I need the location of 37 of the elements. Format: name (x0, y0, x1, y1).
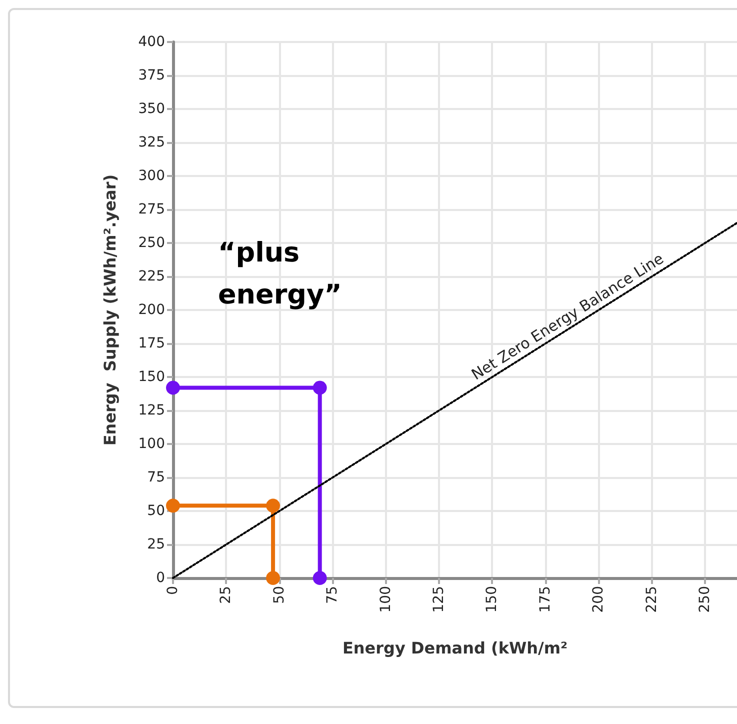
y-tick-label: 300 (138, 168, 165, 184)
x-tick-label: 200 (590, 586, 607, 613)
x-tick-label: 125 (431, 586, 448, 613)
point (266, 498, 280, 513)
point (166, 498, 180, 513)
y-tick-label: 375 (138, 68, 165, 84)
x-tick-label: 250 (697, 586, 714, 613)
y-tick-label: 275 (138, 202, 165, 218)
y-tick-label: 250 (138, 235, 165, 251)
point (166, 380, 180, 395)
y-tick-label: 400 (138, 34, 165, 50)
x-tick-label: 225 (644, 586, 660, 613)
x-tick-label: 0 (165, 586, 181, 595)
y-tick-label: 0 (156, 570, 165, 586)
x-tick-label: 100 (378, 586, 394, 613)
x-axis-title: Energy Demand (kWh/m² (342, 638, 568, 658)
y-tick-label: 75 (147, 470, 165, 486)
point (266, 571, 280, 585)
x-tick-label: 75 (324, 586, 341, 604)
y-tick-label: 225 (138, 268, 165, 284)
point (312, 571, 327, 585)
point (312, 380, 327, 395)
x-tick-label: 25 (218, 586, 234, 604)
y-tick-label: 125 (138, 402, 165, 418)
y-tick-label: 25 (147, 536, 165, 552)
y-tick-label: 50 (147, 503, 165, 519)
y-tick-label: 100 (138, 436, 165, 452)
x-tick-label: 50 (271, 586, 288, 604)
y-tick-label: 175 (138, 336, 165, 352)
y-tick-label: 200 (138, 302, 165, 318)
x-tick-label: 175 (537, 586, 554, 613)
x-tick-label: 150 (484, 586, 500, 613)
y-tick-label: 325 (138, 134, 165, 150)
y-tick-label: 150 (138, 369, 165, 385)
y-tick-label: 350 (138, 101, 165, 117)
annotation: “plus energy” (218, 238, 342, 310)
y-axis-title: Energy Supply (kWh/m².year) (100, 174, 120, 446)
